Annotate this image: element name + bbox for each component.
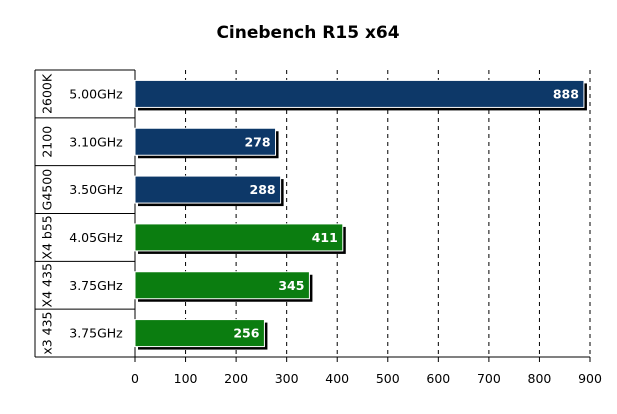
bar-value-label: 278 — [244, 134, 270, 149]
x-tick-label: 700 — [477, 371, 501, 386]
category-label: 5.00GHz — [69, 86, 123, 101]
category-label: 3.75GHz — [69, 326, 123, 341]
bar-value-label: 888 — [553, 86, 579, 101]
x-tick-label: 100 — [174, 371, 198, 386]
bar-value-label: 288 — [250, 182, 276, 197]
category-group-label: X4 b55 — [40, 215, 55, 259]
bar — [134, 79, 585, 108]
category-group-label: X4 435 — [40, 263, 55, 307]
category-group-label: x3 435 — [40, 311, 55, 354]
x-tick-label: 500 — [376, 371, 400, 386]
chart-title: Cinebench R15 x64 — [216, 23, 399, 43]
category-group-label: 2600K — [40, 73, 55, 114]
bar — [134, 271, 310, 300]
x-tick-label: 200 — [224, 371, 248, 386]
category-group-label: G4500 — [40, 169, 55, 211]
x-tick-label: 600 — [426, 371, 450, 386]
bar-value-label: 256 — [233, 326, 259, 341]
x-tick-label: 0 — [131, 371, 139, 386]
bar-value-label: 411 — [312, 230, 338, 245]
x-tick-label: 400 — [325, 371, 349, 386]
bar-value-label: 345 — [278, 278, 304, 293]
bar — [134, 127, 277, 156]
x-tick-label: 800 — [528, 371, 552, 386]
bar — [134, 319, 265, 348]
category-label: 3.75GHz — [69, 278, 123, 293]
bar — [134, 223, 344, 252]
category-label: 4.05GHz — [69, 230, 123, 245]
category-label: 3.50GHz — [69, 182, 123, 197]
x-tick-label: 300 — [275, 371, 299, 386]
x-tick-label: 900 — [578, 371, 602, 386]
bar — [134, 175, 282, 204]
category-group-label: 2100 — [40, 126, 55, 158]
category-label: 3.10GHz — [69, 134, 123, 149]
